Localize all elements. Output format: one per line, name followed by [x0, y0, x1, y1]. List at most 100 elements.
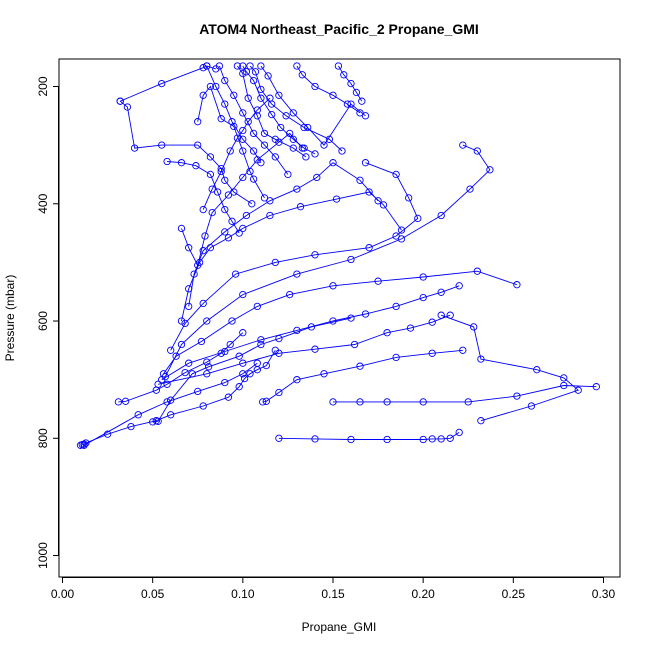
series-line	[158, 314, 451, 385]
series-line	[161, 285, 460, 381]
series-line	[333, 385, 597, 403]
series-line	[83, 362, 258, 446]
data-point	[311, 150, 319, 158]
data-point	[350, 340, 359, 349]
data-point	[257, 159, 265, 167]
series-line	[197, 85, 265, 199]
series-23	[215, 62, 292, 179]
data-point	[392, 353, 400, 362]
data-point	[419, 273, 427, 281]
data-point	[260, 141, 269, 149]
data-point	[206, 82, 215, 91]
data-point	[239, 135, 247, 143]
series-25	[233, 62, 310, 161]
data-point	[158, 79, 166, 88]
data-point	[161, 373, 169, 381]
data-point	[163, 380, 171, 388]
data-point	[203, 358, 211, 366]
data-point	[356, 362, 364, 370]
data-point	[352, 88, 361, 97]
data-point	[248, 200, 256, 208]
data-point	[527, 402, 536, 410]
data-point	[275, 91, 283, 99]
data-point	[358, 97, 366, 105]
data-point	[226, 340, 234, 349]
data-point	[334, 62, 343, 70]
data-point	[428, 318, 436, 326]
data-point	[231, 270, 240, 278]
data-point	[293, 270, 301, 278]
data-point	[163, 157, 171, 166]
data-point	[329, 159, 337, 167]
data-point	[289, 135, 297, 143]
data-point	[239, 62, 247, 70]
series-4	[149, 314, 355, 426]
data-point	[446, 434, 454, 442]
data-point	[260, 194, 269, 202]
data-point	[300, 123, 308, 132]
data-point	[405, 194, 413, 202]
data-point	[356, 109, 364, 117]
y-axis: 200 400 600 800 1000	[36, 76, 59, 569]
x-tick-label: 0.05	[141, 587, 165, 601]
data-point	[455, 428, 463, 437]
data-point	[199, 299, 207, 308]
data-point	[130, 144, 139, 152]
data-point	[592, 383, 600, 391]
data-point	[226, 147, 234, 155]
data-point	[271, 153, 279, 161]
data-point	[268, 100, 276, 108]
data-point	[574, 386, 582, 394]
series-line	[188, 162, 379, 307]
x-axis-label: Propane_GMI	[302, 620, 377, 634]
data-point	[114, 398, 123, 406]
data-point	[268, 110, 276, 119]
data-point	[383, 435, 391, 444]
data-point	[134, 411, 142, 419]
y-axis-label: Pressure (mbar)	[3, 275, 17, 362]
data-point	[419, 398, 427, 406]
series-line	[120, 65, 216, 102]
data-point	[313, 173, 321, 182]
data-point	[233, 134, 242, 142]
data-point	[257, 62, 265, 70]
data-point	[383, 398, 391, 406]
data-point	[121, 397, 130, 405]
plot-area	[58, 58, 621, 578]
data-point	[307, 323, 316, 331]
series-line	[206, 65, 262, 163]
data-point	[194, 261, 202, 269]
data-point	[275, 388, 283, 397]
series-29	[239, 62, 319, 158]
data-point	[446, 311, 454, 319]
data-point	[374, 197, 382, 205]
data-point	[477, 417, 485, 425]
data-point	[177, 224, 186, 233]
data-point	[228, 217, 236, 225]
data-point	[208, 208, 216, 217]
data-point	[311, 251, 319, 259]
series-15	[185, 159, 382, 311]
data-point	[419, 293, 427, 302]
series-line	[170, 162, 419, 351]
data-point	[177, 159, 186, 167]
data-point	[293, 326, 301, 335]
data-point	[347, 255, 355, 264]
data-point	[271, 135, 279, 143]
data-point	[437, 211, 445, 220]
data-point	[264, 72, 272, 80]
series-1	[76, 346, 279, 449]
data-point	[329, 91, 337, 99]
data-point	[221, 347, 229, 356]
data-point	[249, 147, 258, 155]
data-point	[325, 135, 334, 143]
series-10	[158, 282, 463, 384]
data-point	[197, 337, 206, 346]
data-point	[167, 411, 175, 419]
data-point	[242, 211, 251, 220]
data-point	[239, 69, 247, 78]
plot-frame	[58, 58, 621, 578]
data-point	[239, 290, 247, 299]
data-point	[361, 310, 370, 318]
